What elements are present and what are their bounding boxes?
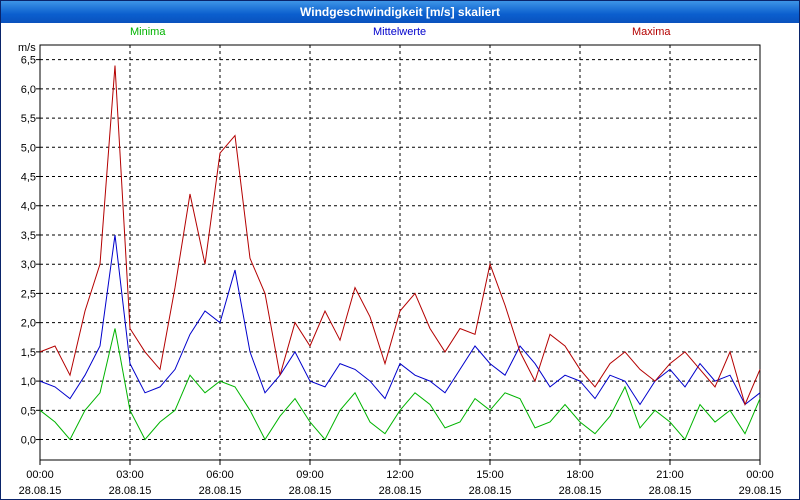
x-tick-time: 03:00 [116,469,144,481]
x-tick-time: 18:00 [566,469,594,481]
x-tick-date: 28.08.15 [289,485,332,497]
x-tick-time: 09:00 [296,469,324,481]
legend-mittelwerte: Mittelwerte [373,26,427,38]
y-tick-label: 6,5 [21,55,36,67]
y-tick-label: 0,5 [21,405,36,417]
y-tick-label: 1,5 [21,347,36,359]
x-tick-date: 28.08.15 [379,485,422,497]
x-tick-time: 06:00 [206,469,234,481]
x-tick-date: 28.08.15 [109,485,152,497]
y-tick-label: 2,5 [21,288,36,300]
x-tick-date: 28.08.15 [469,485,512,497]
maxima-line [39,65,761,406]
y-tick-label: 0,0 [21,435,36,447]
x-tick-date: 29.08.15 [739,485,782,497]
y-tick-label: 2,0 [21,318,36,330]
y-tick-label: 5,0 [21,142,36,154]
x-tick-time: 00:00 [26,469,54,481]
y-tick-label: 3,5 [21,230,36,242]
x-tick-date: 28.08.15 [559,485,602,497]
x-tick-time: 15:00 [476,469,504,481]
legend-maxima: Maxima [632,26,671,38]
y-tick-label: 4,0 [21,201,36,213]
x-tick-date: 28.08.15 [19,485,62,497]
x-tick-time: 12:00 [386,469,414,481]
y-tick-label: 3,0 [21,259,36,271]
x-tick-time: 21:00 [656,469,684,481]
y-tick-label: 4,5 [21,172,36,184]
y-tick-label: 1,0 [21,376,36,388]
y-tick-label: 6,0 [21,84,36,96]
x-tick-date: 28.08.15 [649,485,692,497]
y-axis-unit: m/s [18,42,36,54]
x-tick-date: 28.08.15 [199,485,242,497]
y-tick-label: 5,5 [21,113,36,125]
legend-minima: Minima [130,26,166,38]
x-tick-time: 00:00 [746,469,774,481]
window-title: Windgeschwindigkeit [m/s] skaliert [1,1,799,23]
mittelwerte-line [39,234,761,406]
minima-line [39,328,761,441]
